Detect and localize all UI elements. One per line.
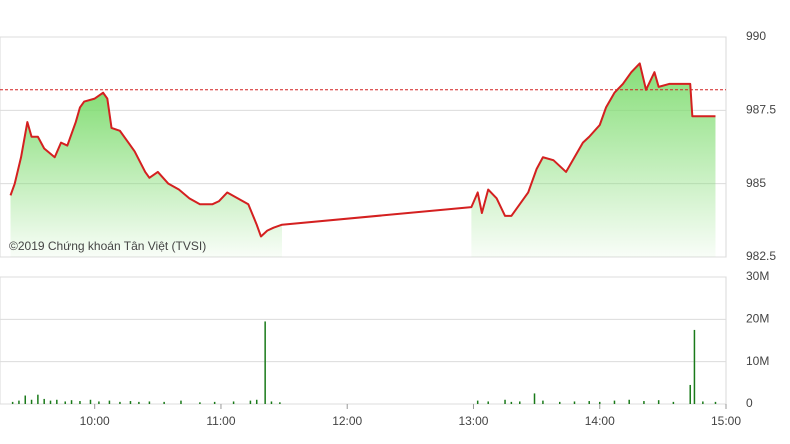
- volume-bar: [476, 400, 479, 404]
- volume-bar: [657, 400, 660, 404]
- volume-bar: [249, 400, 252, 404]
- x-tick-label: 10:00: [80, 414, 110, 428]
- volume-bar: [213, 401, 216, 404]
- volume-bar: [270, 401, 273, 404]
- volume-bar: [702, 401, 704, 404]
- volume-bar: [672, 401, 675, 404]
- volume-bar: [689, 384, 691, 404]
- y-tick-label: 30M: [746, 269, 769, 283]
- y-tick-label: 987.5: [746, 103, 776, 117]
- annotation: ©2019 Chứng khoán Tân Việt (TVSI): [9, 239, 206, 253]
- y-tick-label: 985: [746, 176, 766, 190]
- volume-bar: [129, 401, 132, 404]
- volume-bar: [37, 394, 39, 404]
- volume-bar: [588, 401, 590, 404]
- volume-bar: [504, 399, 506, 404]
- y-tick-label: 990: [746, 29, 766, 43]
- volume-bar: [279, 402, 281, 404]
- y-tick-label: 20M: [746, 312, 769, 326]
- volume-bar: [89, 399, 92, 404]
- volume-bar: [43, 398, 45, 404]
- volume-bar: [542, 400, 544, 404]
- volume-bar: [70, 400, 73, 404]
- volume-bar: [11, 401, 14, 404]
- x-tick-label: 11:00: [206, 414, 235, 428]
- volume-bar: [180, 400, 182, 404]
- volume-bar: [64, 401, 66, 404]
- volume-bar: [163, 401, 165, 404]
- volume-bar: [533, 393, 536, 404]
- volume-bar: [232, 401, 235, 404]
- x-tick-label: 14:00: [585, 414, 615, 428]
- plot-frame: [0, 276, 727, 405]
- volume-bar: [56, 399, 58, 404]
- x-tick-label: 15:00: [711, 414, 741, 428]
- x-tick-label: 13:00: [458, 414, 488, 428]
- volume-bar: [510, 401, 513, 404]
- volume-bar: [613, 400, 616, 404]
- volume-bar: [559, 401, 561, 404]
- volume-bar: [264, 321, 266, 404]
- volume-bar: [628, 399, 630, 404]
- volume-bar: [693, 329, 696, 404]
- volume-bar: [519, 401, 521, 404]
- x-tick-label: 12:00: [332, 414, 362, 428]
- volume-bar: [79, 401, 81, 404]
- y-tick-label: 10M: [746, 354, 769, 368]
- y-tick-label: 0: [746, 396, 753, 410]
- volume-bar: [598, 401, 601, 404]
- volume-bar: [255, 399, 258, 404]
- volume-bar: [714, 401, 717, 404]
- volume-bar: [148, 401, 151, 404]
- volume-bar: [30, 399, 33, 404]
- volume-bar: [573, 401, 576, 404]
- price-line: [9, 62, 716, 238]
- volume-bar: [24, 395, 27, 404]
- volume-bar: [108, 400, 111, 404]
- volume-bar: [138, 401, 140, 404]
- volume-bar: [199, 402, 201, 404]
- area-fill: [471, 63, 716, 258]
- volume-bar: [18, 400, 20, 404]
- y-tick-label: 982.5: [746, 249, 776, 263]
- volume-bar: [119, 401, 121, 404]
- volume-bar: [643, 401, 645, 404]
- volume-bar: [98, 401, 100, 404]
- volume-bar: [49, 400, 52, 404]
- volume-bar: [487, 401, 489, 404]
